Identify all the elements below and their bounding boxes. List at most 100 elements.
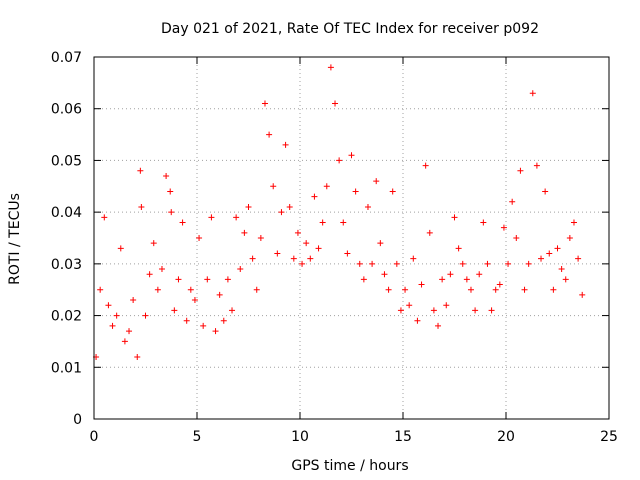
data-point xyxy=(352,188,359,195)
y-tick-label: 0.05 xyxy=(51,153,82,169)
data-point xyxy=(505,260,512,267)
data-point xyxy=(138,203,145,210)
data-point xyxy=(105,302,112,309)
data-point xyxy=(566,235,573,241)
data-point xyxy=(385,286,392,293)
data-point xyxy=(134,353,141,360)
data-point xyxy=(253,286,260,293)
data-point xyxy=(241,229,248,236)
data-point xyxy=(579,291,586,298)
data-point xyxy=(274,250,281,257)
data-point xyxy=(570,219,577,226)
data-point xyxy=(484,260,491,267)
data-point xyxy=(389,188,396,195)
data-point xyxy=(237,266,244,273)
x-axis-label: GPS time / hours xyxy=(291,458,408,474)
y-tick-label: 0 xyxy=(73,412,82,428)
data-point xyxy=(500,224,507,231)
data-point xyxy=(447,271,454,278)
data-point xyxy=(163,172,170,179)
x-tick-labels: 0 5 10 15 20 25 xyxy=(90,429,618,445)
data-point xyxy=(168,209,175,216)
data-point xyxy=(290,255,297,262)
data-point xyxy=(150,240,157,247)
data-point xyxy=(393,260,400,267)
data-point xyxy=(332,100,339,107)
data-point xyxy=(554,245,561,252)
data-point xyxy=(220,317,227,324)
data-points xyxy=(93,64,586,360)
data-point xyxy=(97,286,104,293)
data-point xyxy=(204,276,211,283)
data-point xyxy=(340,219,347,226)
data-point xyxy=(472,307,479,314)
data-point xyxy=(137,167,144,174)
data-point xyxy=(216,291,223,298)
data-point xyxy=(542,188,549,195)
x-tick-label: 25 xyxy=(600,429,618,445)
data-point xyxy=(397,307,404,314)
y-tick-label: 0.01 xyxy=(51,360,82,376)
data-point xyxy=(183,317,190,324)
data-point xyxy=(175,276,182,283)
data-point xyxy=(369,260,376,267)
data-point xyxy=(558,266,565,273)
data-point xyxy=(402,286,409,293)
data-point xyxy=(496,281,503,288)
data-point xyxy=(327,64,334,71)
data-point xyxy=(146,271,153,278)
data-point xyxy=(538,255,545,262)
data-point xyxy=(307,255,314,262)
data-point xyxy=(154,286,161,293)
data-point xyxy=(373,178,380,185)
data-point xyxy=(381,271,388,278)
data-point xyxy=(299,260,306,267)
data-point xyxy=(171,307,178,314)
data-point xyxy=(101,214,108,221)
data-point xyxy=(488,307,495,314)
data-point xyxy=(249,255,256,262)
data-point xyxy=(270,183,277,190)
data-point xyxy=(476,271,483,278)
data-point xyxy=(533,162,540,169)
data-point xyxy=(360,276,367,283)
data-point xyxy=(451,214,458,221)
data-point xyxy=(435,322,442,329)
data-point xyxy=(278,209,285,216)
y-tick-label: 0.06 xyxy=(51,102,82,118)
data-point xyxy=(229,307,236,314)
x-tick-label: 20 xyxy=(497,429,515,445)
data-point xyxy=(463,276,470,283)
data-point xyxy=(356,260,363,267)
data-point xyxy=(323,183,330,190)
data-point xyxy=(126,328,133,335)
data-point xyxy=(282,141,289,148)
data-point xyxy=(257,235,264,241)
data-point xyxy=(418,281,425,288)
data-point xyxy=(179,219,186,226)
data-point xyxy=(130,297,137,304)
data-point xyxy=(212,328,219,335)
data-point xyxy=(550,286,557,293)
data-point xyxy=(224,276,231,283)
axis-ticks xyxy=(93,56,610,420)
data-point xyxy=(459,260,466,267)
data-point xyxy=(546,250,553,257)
data-point xyxy=(430,307,437,314)
data-point xyxy=(117,245,124,252)
plot-frame xyxy=(93,56,610,420)
data-point xyxy=(121,338,128,345)
data-point xyxy=(319,219,326,226)
y-axis-label: ROTI / TECUs xyxy=(7,193,23,285)
data-point xyxy=(562,276,569,283)
data-point xyxy=(455,245,462,252)
data-point xyxy=(261,100,268,107)
y-tick-label: 0.02 xyxy=(51,309,82,325)
data-point xyxy=(513,235,520,241)
data-point xyxy=(364,203,371,210)
data-point xyxy=(575,255,582,262)
data-point xyxy=(187,286,194,293)
data-point xyxy=(167,188,174,195)
data-point xyxy=(529,90,536,97)
